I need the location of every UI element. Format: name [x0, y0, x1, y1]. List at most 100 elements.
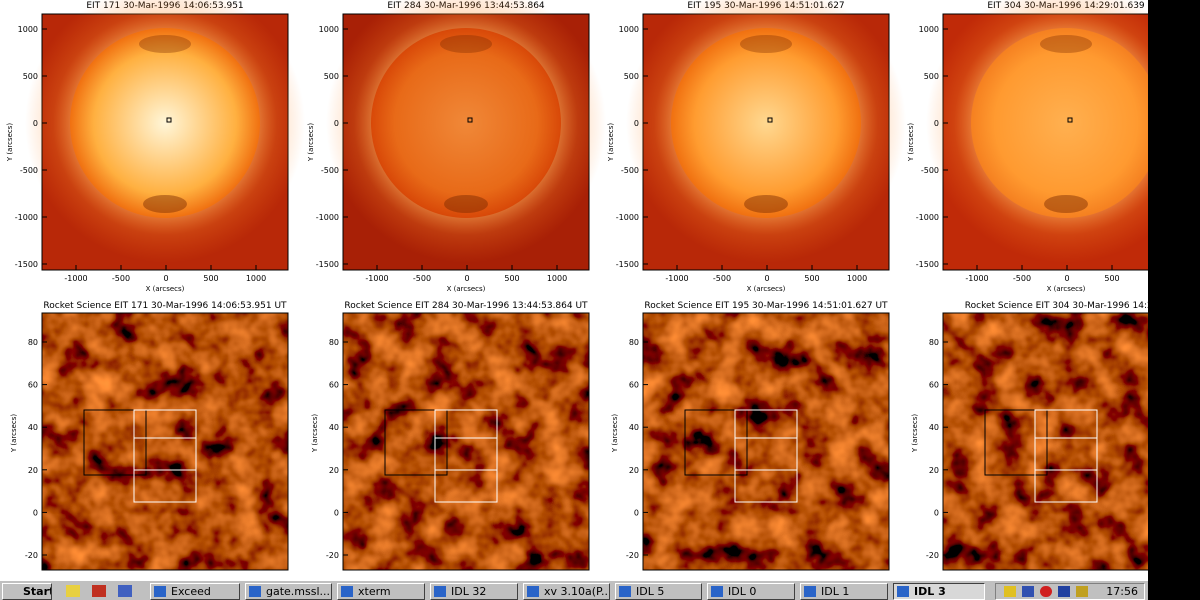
- active-region: [143, 195, 187, 213]
- window-title: Rocket Science EIT 304 30-Mar-1996 14:29…: [965, 301, 1168, 311]
- pointer-box: [767, 117, 773, 123]
- image-frame: [642, 312, 890, 571]
- solar-disk: [371, 28, 561, 218]
- y-tick-label: 80: [629, 338, 639, 347]
- button-label: IDL 3: [914, 585, 946, 598]
- y-tick-label: 20: [929, 466, 939, 475]
- taskbar-button[interactable]: IDL 3: [893, 583, 985, 600]
- y-tick-label: -1500: [15, 260, 38, 269]
- y-tick-label: 500: [324, 72, 339, 81]
- x-tick-label: 0: [764, 274, 769, 283]
- y-tick-label: -1000: [15, 213, 38, 222]
- y-tick-label: 60: [28, 381, 38, 390]
- y-tick-label: 500: [924, 72, 939, 81]
- taskbar-button[interactable]: xterm: [337, 583, 425, 600]
- taskbar: Start 17:56 Exceed gate.mssl.... xterm IDL …: [0, 580, 1148, 600]
- y-axis-label: Y (arcsecs): [911, 414, 919, 454]
- y-tick-label: 60: [329, 381, 339, 390]
- x-tick-label: 0: [464, 274, 469, 283]
- taskbar-button[interactable]: xv 3.10a(P...: [523, 583, 610, 600]
- tray-icon[interactable]: [1004, 586, 1016, 597]
- slit-box-dark: [984, 409, 1048, 476]
- y-tick-label: 80: [329, 338, 339, 347]
- taskbar-button[interactable]: IDL 1: [800, 583, 888, 600]
- tray-icon[interactable]: [1076, 586, 1088, 597]
- y-tick-label: 0: [33, 119, 38, 128]
- tray-icon[interactable]: [1058, 586, 1070, 597]
- taskbar-button[interactable]: Exceed: [150, 583, 240, 600]
- tray-icon[interactable]: [1022, 586, 1034, 597]
- tray-icon[interactable]: [1040, 586, 1052, 597]
- system-tray: 17:56: [995, 583, 1145, 600]
- zoom-image: [343, 313, 589, 570]
- taskbar-button[interactable]: IDL 32: [430, 583, 518, 600]
- pointer-box: [1067, 117, 1073, 123]
- x-tick-label: -1000: [64, 274, 87, 283]
- x-tick-label: -500: [1013, 274, 1031, 283]
- active-region: [139, 35, 191, 53]
- y-tick-label: 0: [334, 119, 339, 128]
- solar-disk: [70, 28, 260, 218]
- slit-box-dark: [684, 409, 748, 476]
- y-tick-label: 80: [929, 338, 939, 347]
- y-tick-label: -20: [626, 551, 639, 560]
- x-axis-label: X (arcsecs): [146, 285, 185, 293]
- button-label: IDL 1: [821, 585, 850, 598]
- pointer-box: [166, 117, 172, 123]
- button-icon: [897, 586, 909, 597]
- y-tick-label: -1000: [616, 213, 639, 222]
- button-label: gate.mssl....: [266, 585, 332, 598]
- image-frame: [41, 312, 289, 571]
- button-label: IDL 0: [728, 585, 757, 598]
- button-label: IDL 5: [636, 585, 665, 598]
- x-axis-label: X (arcsecs): [1047, 285, 1086, 293]
- y-tick-label: -500: [621, 166, 639, 175]
- y-tick-label: 1000: [919, 25, 939, 34]
- y-tick-label: 500: [624, 72, 639, 81]
- button-label: IDL 32: [451, 585, 487, 598]
- y-tick-label: 0: [634, 119, 639, 128]
- x-tick-label: -500: [713, 274, 731, 283]
- y-tick-label: 40: [629, 423, 639, 432]
- button-icon: [341, 586, 353, 597]
- slit-box-dark: [83, 409, 147, 476]
- y-tick-label: 20: [629, 466, 639, 475]
- x-tick-label: 500: [804, 274, 819, 283]
- x-tick-label: -500: [112, 274, 130, 283]
- slit-box: [734, 409, 798, 503]
- active-region: [440, 35, 492, 53]
- active-region: [740, 35, 792, 53]
- quick-launch-icon[interactable]: [66, 585, 80, 597]
- x-tick-label: 1000: [847, 274, 867, 283]
- slit-box: [133, 409, 197, 503]
- y-tick-label: 0: [934, 508, 939, 517]
- taskbar-button[interactable]: gate.mssl....: [245, 583, 332, 600]
- y-tick-label: 1000: [619, 25, 639, 34]
- quick-launch-icon[interactable]: [118, 585, 132, 597]
- button-icon: [527, 586, 539, 597]
- y-tick-label: 40: [929, 423, 939, 432]
- y-axis-label: Y (arcsecs): [10, 414, 18, 454]
- taskbar-button[interactable]: IDL 5: [615, 583, 702, 600]
- y-axis-label: Y (arcsecs): [307, 123, 315, 163]
- active-region: [444, 195, 488, 213]
- x-tick-label: 1000: [246, 274, 266, 283]
- button-icon: [434, 586, 446, 597]
- y-tick-label: -1000: [916, 213, 939, 222]
- active-region: [1040, 35, 1092, 53]
- button-label: xterm: [358, 585, 391, 598]
- x-tick-label: -1000: [665, 274, 688, 283]
- y-tick-label: 0: [33, 508, 38, 517]
- screen-edge: [1148, 0, 1200, 600]
- button-label: Exceed: [171, 585, 211, 598]
- start-button[interactable]: Start: [2, 583, 52, 600]
- button-icon: [711, 586, 723, 597]
- y-tick-label: -1500: [316, 260, 339, 269]
- y-axis-label: Y (arcsecs): [907, 123, 915, 163]
- taskbar-button[interactable]: IDL 0: [707, 583, 795, 600]
- quick-launch-icon[interactable]: [92, 585, 106, 597]
- button-icon: [154, 586, 166, 597]
- y-tick-label: 40: [329, 423, 339, 432]
